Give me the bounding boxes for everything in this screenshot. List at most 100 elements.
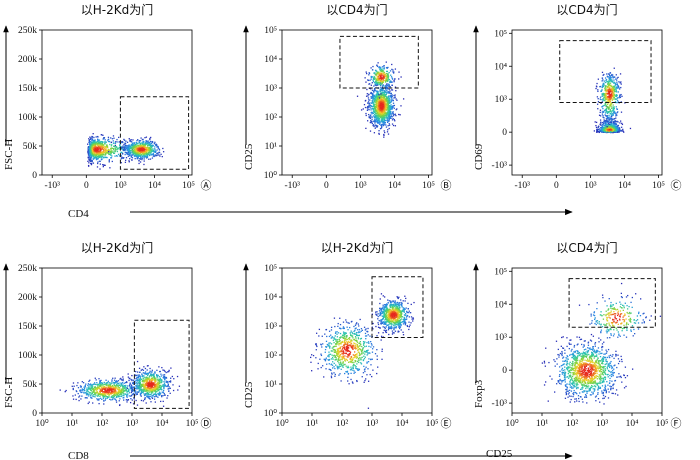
scatter-point [604, 126, 607, 129]
scatter-point [603, 130, 606, 132]
scatter-point [386, 79, 388, 81]
scatter-point [387, 85, 389, 87]
scatter-point [105, 141, 107, 143]
scatter-point [382, 110, 385, 112]
scatter-point [391, 77, 393, 79]
scatter-point [138, 139, 140, 142]
scatter-point [604, 114, 606, 116]
scatter-point [383, 117, 385, 119]
scatter-point [130, 146, 132, 148]
scatter-point [601, 89, 603, 91]
scatter-point [92, 402, 94, 404]
scatter-point [154, 144, 157, 146]
scatter-point [381, 106, 383, 108]
scatter-point [384, 81, 387, 83]
scatter-point [378, 71, 380, 73]
scatter-point [91, 384, 93, 386]
scatter-point [98, 141, 101, 143]
scatter-point [602, 124, 604, 126]
scatter-point [97, 157, 99, 159]
scatter-point [373, 117, 376, 119]
scatter-point [599, 96, 602, 98]
scatter-point [382, 70, 385, 72]
scatter-point [611, 73, 613, 76]
scatter-point [148, 149, 150, 151]
scatter-point [99, 145, 101, 147]
scatter-point [615, 91, 618, 93]
scatter-point [368, 83, 370, 85]
scatter-point [613, 97, 615, 99]
scatter-point [372, 96, 374, 98]
scatter-point [604, 103, 607, 105]
scatter-point [368, 99, 370, 101]
scatter-point [376, 106, 379, 108]
scatter-point [160, 153, 162, 155]
scatter-point [106, 144, 108, 146]
scatter-point [86, 397, 88, 399]
x-tick-label: 10⁴ [148, 181, 162, 191]
scatter-point [98, 402, 100, 405]
scatter-point [93, 154, 95, 156]
scatter-point [111, 151, 113, 153]
scatter-point [93, 146, 95, 149]
scatter-point [120, 154, 122, 157]
scatter-point [108, 387, 110, 389]
scatter-point [91, 160, 93, 162]
scatter-point [368, 72, 371, 75]
scatter-point [88, 380, 90, 383]
scatter-point [380, 124, 383, 126]
scatter-point [388, 88, 390, 91]
scatter-point [380, 86, 382, 89]
scatter-point [609, 126, 612, 129]
scatter-point [380, 93, 382, 95]
scatter-point [378, 123, 381, 125]
scatter-point [616, 114, 618, 116]
scatter-point [375, 73, 378, 76]
scatter-point [149, 158, 152, 160]
scatter-point [383, 109, 386, 111]
scatter-point [86, 389, 88, 391]
scatter-point [148, 153, 150, 156]
scatter-point [613, 111, 615, 114]
scatter-point [379, 120, 381, 123]
scatter-point [611, 99, 614, 101]
scatter-point [375, 83, 378, 85]
scatter-point [141, 157, 143, 160]
scatter-point [602, 92, 604, 95]
scatter-point [387, 102, 390, 105]
scatter-point [89, 160, 91, 163]
scatter-point [382, 124, 384, 127]
scatter-point [373, 120, 375, 123]
scatter-point [113, 390, 115, 393]
scatter-point [395, 114, 397, 117]
scatter-point [89, 392, 92, 394]
y-tick-label: 10³ [495, 95, 508, 105]
scatter-point [385, 61, 387, 63]
scatter-point [91, 386, 93, 388]
scatter-point [98, 155, 100, 157]
scatter-point [613, 92, 615, 94]
scatter-point [120, 389, 122, 391]
scatter-point [383, 97, 385, 100]
scatter-point [120, 158, 123, 160]
scatter-point [129, 158, 131, 160]
scatter-point [128, 151, 131, 153]
scatter-point [616, 111, 618, 114]
scatter-point [374, 96, 376, 98]
panel-title: 以CD4为门 [326, 2, 387, 17]
scatter-point [374, 97, 376, 99]
scatter-point [109, 398, 111, 400]
scatter-point [89, 385, 92, 387]
scatter-point [144, 143, 146, 145]
scatter-point [370, 75, 372, 78]
scatter-point [380, 102, 382, 105]
scatter-point [370, 105, 373, 107]
scatter-point [383, 134, 385, 137]
scatter-point [158, 149, 161, 151]
scatter-point [603, 97, 605, 99]
scatter-point [602, 79, 604, 81]
scatter-point [119, 393, 121, 396]
scatter-point [379, 84, 382, 87]
scatter-point [112, 385, 114, 388]
scatter-point [72, 382, 75, 384]
